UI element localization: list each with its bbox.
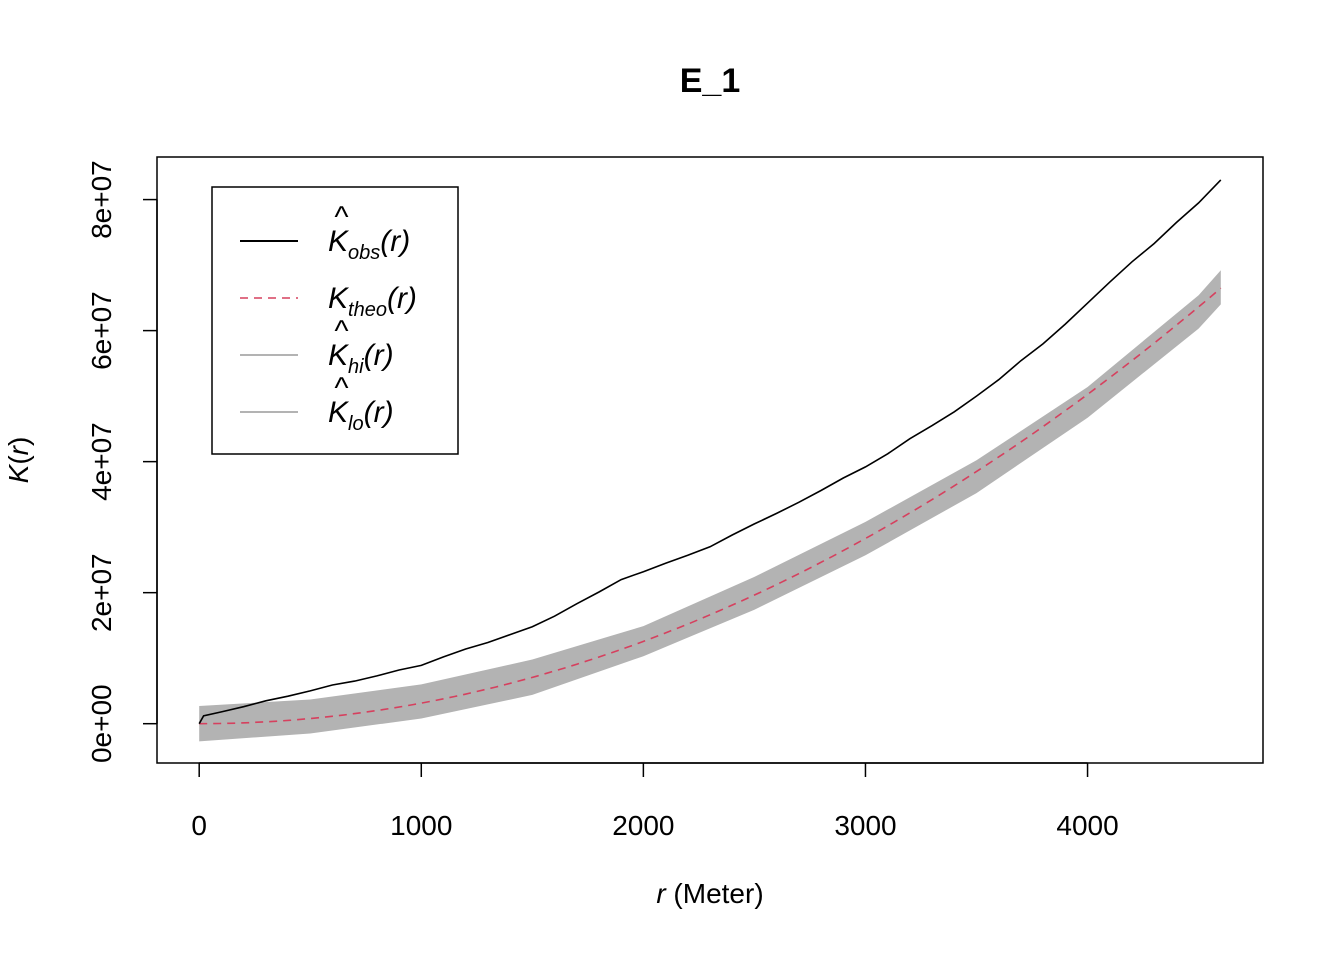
- legend-hat-hi: ^: [334, 315, 349, 348]
- y-axis-label-var: r: [3, 444, 34, 455]
- x-tick-label: 4000: [1056, 810, 1118, 841]
- y-tick-label: 4e+07: [86, 422, 117, 501]
- x-tick-label: 2000: [612, 810, 674, 841]
- legend-label-theo: Ktheo(r): [328, 282, 417, 321]
- series-line-theo: [199, 287, 1222, 725]
- legend-box: [211, 186, 459, 455]
- y-axis-label-close: ): [3, 437, 34, 446]
- x-axis: 0 1000 2000 3000 4000: [191, 762, 1119, 841]
- x-axis-label-var: r: [656, 878, 667, 909]
- x-tick-label: 0: [191, 810, 207, 841]
- legend-hat-lo: ^: [334, 372, 349, 405]
- legend: Kobs(r)^Ktheo(r)Khi(r)^Klo(r)^: [211, 186, 459, 455]
- legend-label-hi: Khi(r): [328, 339, 394, 378]
- legend-hat-obs: ^: [334, 201, 349, 234]
- series-layer: [198, 179, 1222, 725]
- chart-title: E_1: [680, 62, 741, 100]
- y-tick-label: 6e+07: [86, 291, 117, 370]
- series-line-obs: [198, 179, 1222, 725]
- y-tick-label: 0e+00: [86, 684, 117, 763]
- x-axis-label: r (Meter): [656, 878, 763, 909]
- x-axis-label-unit: (Meter): [666, 878, 764, 909]
- y-axis-label-main: K: [3, 463, 34, 483]
- y-axis-label: K(r): [3, 437, 34, 484]
- legend-label-lo: Klo(r): [328, 396, 394, 435]
- y-axis: 0e+00 2e+07 4e+07 6e+07 8e+07: [86, 160, 158, 763]
- x-tick-label: 3000: [834, 810, 896, 841]
- legend-label-obs: Kobs(r): [328, 225, 410, 264]
- y-axis-label-open: (: [3, 455, 34, 465]
- x-tick-label: 1000: [390, 810, 452, 841]
- y-tick-label: 2e+07: [86, 553, 117, 632]
- y-tick-label: 8e+07: [86, 160, 117, 239]
